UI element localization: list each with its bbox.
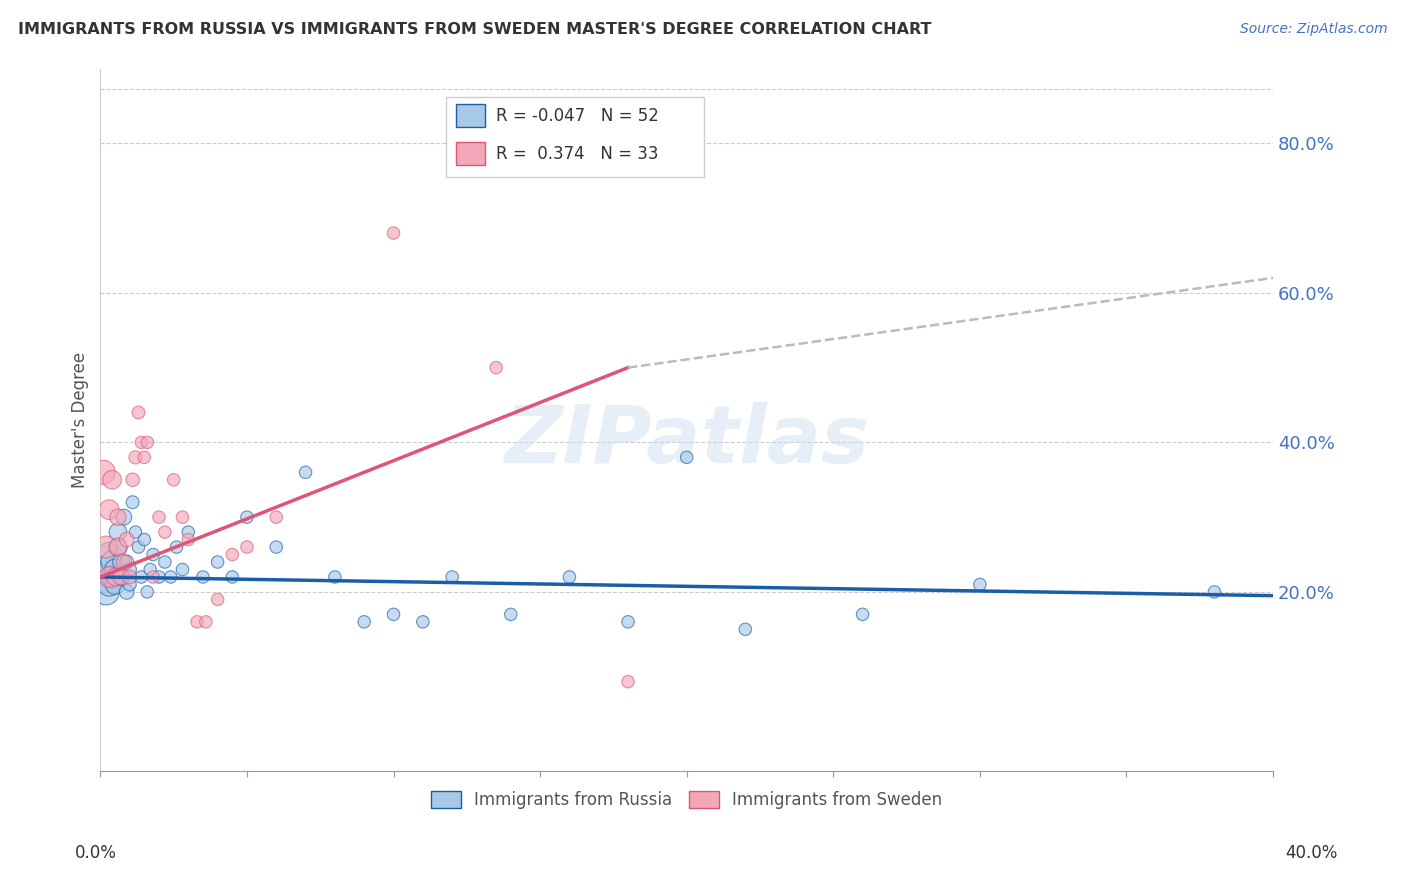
Point <box>96 540 118 554</box>
Point <box>124 450 146 465</box>
Point <box>172 562 194 576</box>
Point <box>852 607 875 622</box>
Point <box>485 360 508 375</box>
Point <box>96 585 118 599</box>
Point <box>207 555 229 569</box>
Point <box>112 510 135 524</box>
Point <box>107 540 129 554</box>
Point <box>236 510 259 524</box>
Point <box>148 570 170 584</box>
Text: Source: ZipAtlas.com: Source: ZipAtlas.com <box>1240 22 1388 37</box>
Point <box>412 615 434 629</box>
Point <box>166 540 188 554</box>
Point <box>134 533 156 547</box>
Point <box>499 607 522 622</box>
Point <box>153 555 176 569</box>
Point <box>121 473 143 487</box>
Point <box>131 570 153 584</box>
Point <box>194 615 217 629</box>
Text: R = -0.047   N = 52: R = -0.047 N = 52 <box>495 107 658 125</box>
Point <box>91 570 114 584</box>
FancyBboxPatch shape <box>456 143 485 165</box>
Point <box>127 405 149 419</box>
Point <box>136 585 159 599</box>
Point <box>101 570 124 584</box>
Point <box>441 570 464 584</box>
Point <box>734 623 756 637</box>
Point <box>236 540 259 554</box>
Point <box>91 465 114 479</box>
Text: R =  0.374   N = 33: R = 0.374 N = 33 <box>495 145 658 162</box>
Point <box>221 548 243 562</box>
Point <box>264 540 287 554</box>
Point <box>118 570 141 584</box>
Text: 40.0%: 40.0% <box>1285 844 1339 862</box>
Point <box>134 450 156 465</box>
Point <box>153 525 176 540</box>
Point <box>110 555 132 569</box>
Text: IMMIGRANTS FROM RUSSIA VS IMMIGRANTS FROM SWEDEN MASTER'S DEGREE CORRELATION CHA: IMMIGRANTS FROM RUSSIA VS IMMIGRANTS FRO… <box>18 22 932 37</box>
FancyBboxPatch shape <box>456 104 485 127</box>
Point <box>104 577 127 591</box>
Point <box>104 562 127 576</box>
Point <box>115 585 138 599</box>
Point <box>382 226 405 240</box>
Point <box>186 615 208 629</box>
Point <box>142 548 165 562</box>
Point <box>112 555 135 569</box>
Point <box>118 577 141 591</box>
Point <box>139 562 162 576</box>
Point <box>148 510 170 524</box>
Point <box>163 473 186 487</box>
Point <box>98 548 121 562</box>
Point <box>96 562 118 576</box>
Point <box>131 435 153 450</box>
Point <box>124 525 146 540</box>
Point <box>121 495 143 509</box>
Point <box>617 674 640 689</box>
FancyBboxPatch shape <box>446 96 704 178</box>
Y-axis label: Master's Degree: Master's Degree <box>72 351 89 488</box>
Point <box>382 607 405 622</box>
Point <box>617 615 640 629</box>
Point <box>191 570 214 584</box>
Point <box>159 570 181 584</box>
Point <box>107 540 129 554</box>
Point <box>142 570 165 584</box>
Point <box>118 562 141 576</box>
Point <box>98 502 121 516</box>
Point <box>104 570 127 584</box>
Point <box>323 570 346 584</box>
Point <box>207 592 229 607</box>
Point <box>558 570 581 584</box>
Point <box>112 570 135 584</box>
Point <box>264 510 287 524</box>
Legend: Immigrants from Russia, Immigrants from Sweden: Immigrants from Russia, Immigrants from … <box>425 784 949 816</box>
Point <box>1204 585 1226 599</box>
Point <box>98 577 121 591</box>
Point <box>107 510 129 524</box>
Point <box>110 570 132 584</box>
Point <box>177 533 200 547</box>
Point <box>172 510 194 524</box>
Point <box>177 525 200 540</box>
Point <box>136 435 159 450</box>
Point <box>115 555 138 569</box>
Point <box>675 450 697 465</box>
Point <box>969 577 991 591</box>
Point <box>353 615 375 629</box>
Point <box>221 570 243 584</box>
Text: ZIPatlas: ZIPatlas <box>505 402 869 480</box>
Point <box>127 540 149 554</box>
Point <box>110 570 132 584</box>
Point <box>294 465 316 479</box>
Point <box>115 533 138 547</box>
Point <box>98 570 121 584</box>
Text: 0.0%: 0.0% <box>75 844 117 862</box>
Point <box>101 555 124 569</box>
Point <box>107 525 129 540</box>
Point <box>101 473 124 487</box>
